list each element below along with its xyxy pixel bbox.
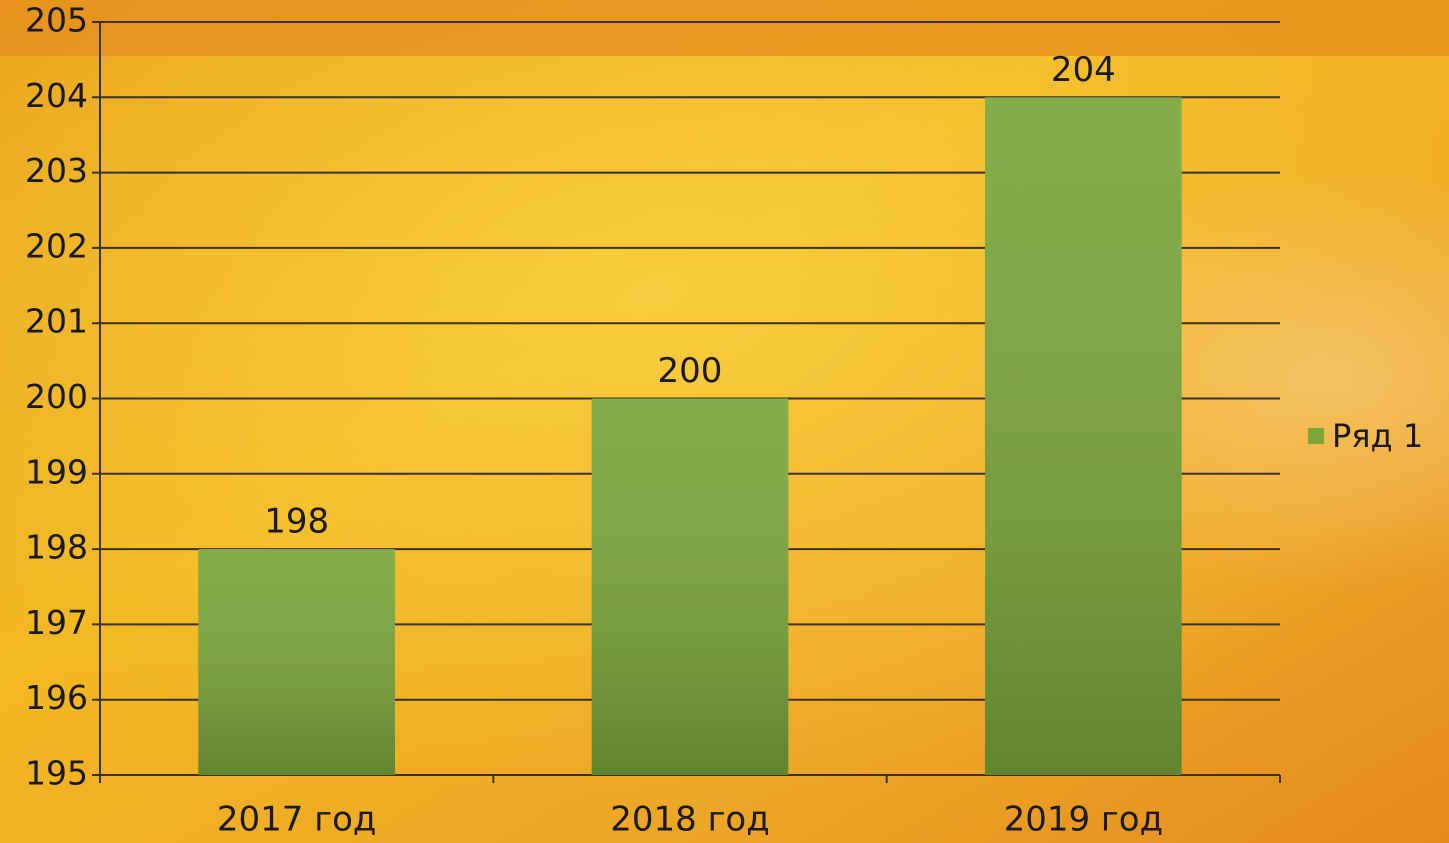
y-tick-label: 197 [25,603,88,642]
x-tick-label: 2017 год [217,800,377,840]
bar-shade [592,399,789,776]
legend-label: Ряд 1 [1332,417,1423,455]
data-label: 198 [264,502,329,542]
y-tick-label: 201 [25,302,88,341]
bar-shade [985,97,1182,775]
legend-swatch [1308,428,1324,444]
data-label: 200 [658,351,723,391]
top-band [0,0,1449,56]
y-tick-label: 203 [25,151,88,190]
y-tick-label: 202 [25,226,88,265]
y-tick-label: 205 [25,1,88,40]
x-tick-label: 2019 год [1004,800,1164,840]
y-tick-label: 200 [25,377,88,416]
y-tick-label: 198 [25,528,88,567]
y-tick-label: 195 [25,754,88,793]
y-tick-label: 199 [25,452,88,491]
y-tick-label: 196 [25,678,88,717]
x-tick-label: 2018 год [610,800,770,840]
bar-shade [198,549,395,775]
chart: 195 196 197 198 199 200 201 202 203 204 205 2017 го… [0,0,1449,843]
data-label: 204 [1051,50,1116,90]
y-tick-label: 204 [25,76,88,115]
